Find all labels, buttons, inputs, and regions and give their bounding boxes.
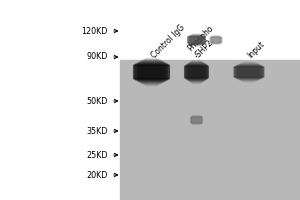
Text: 120KD: 120KD	[82, 26, 108, 36]
FancyBboxPatch shape	[188, 36, 205, 44]
FancyBboxPatch shape	[186, 65, 207, 79]
FancyBboxPatch shape	[192, 116, 201, 124]
FancyBboxPatch shape	[211, 37, 221, 43]
FancyBboxPatch shape	[237, 65, 261, 79]
Text: 35KD: 35KD	[87, 127, 108, 136]
FancyBboxPatch shape	[142, 60, 161, 84]
FancyBboxPatch shape	[243, 62, 255, 82]
FancyBboxPatch shape	[234, 67, 264, 77]
FancyBboxPatch shape	[240, 64, 258, 80]
FancyBboxPatch shape	[212, 36, 220, 44]
FancyBboxPatch shape	[189, 63, 204, 81]
FancyBboxPatch shape	[139, 62, 164, 82]
FancyBboxPatch shape	[214, 35, 218, 45]
FancyBboxPatch shape	[141, 61, 163, 83]
FancyBboxPatch shape	[193, 34, 200, 46]
FancyBboxPatch shape	[192, 116, 201, 124]
FancyBboxPatch shape	[188, 64, 205, 80]
FancyBboxPatch shape	[193, 60, 200, 84]
FancyBboxPatch shape	[191, 61, 202, 83]
FancyBboxPatch shape	[144, 59, 159, 85]
FancyBboxPatch shape	[194, 115, 199, 125]
Text: Phospho
-SHP2: Phospho -SHP2	[186, 23, 223, 60]
FancyBboxPatch shape	[192, 35, 201, 45]
FancyBboxPatch shape	[135, 64, 168, 80]
FancyBboxPatch shape	[187, 64, 206, 80]
FancyBboxPatch shape	[191, 117, 202, 123]
FancyBboxPatch shape	[193, 115, 200, 125]
FancyBboxPatch shape	[236, 66, 262, 78]
FancyBboxPatch shape	[194, 114, 199, 126]
FancyBboxPatch shape	[212, 36, 220, 44]
FancyBboxPatch shape	[244, 62, 254, 82]
FancyBboxPatch shape	[194, 34, 200, 46]
FancyBboxPatch shape	[185, 66, 208, 78]
Text: 90KD: 90KD	[87, 52, 108, 61]
Text: 50KD: 50KD	[87, 97, 108, 106]
FancyBboxPatch shape	[190, 36, 203, 44]
FancyBboxPatch shape	[190, 62, 203, 82]
FancyBboxPatch shape	[134, 65, 169, 79]
FancyBboxPatch shape	[213, 35, 219, 45]
FancyBboxPatch shape	[191, 35, 202, 45]
FancyBboxPatch shape	[241, 63, 257, 81]
Bar	[120, 60, 300, 200]
FancyBboxPatch shape	[137, 63, 166, 81]
FancyBboxPatch shape	[188, 37, 206, 43]
Text: 20KD: 20KD	[87, 170, 108, 180]
FancyBboxPatch shape	[210, 37, 222, 43]
FancyBboxPatch shape	[213, 36, 219, 44]
FancyBboxPatch shape	[211, 37, 221, 43]
FancyBboxPatch shape	[238, 65, 260, 79]
Text: 25KD: 25KD	[86, 151, 108, 160]
FancyBboxPatch shape	[191, 117, 203, 123]
Text: Control IgG: Control IgG	[150, 23, 187, 60]
Text: Input: Input	[246, 39, 266, 60]
FancyBboxPatch shape	[189, 36, 204, 44]
FancyBboxPatch shape	[193, 116, 200, 124]
FancyBboxPatch shape	[146, 58, 157, 86]
